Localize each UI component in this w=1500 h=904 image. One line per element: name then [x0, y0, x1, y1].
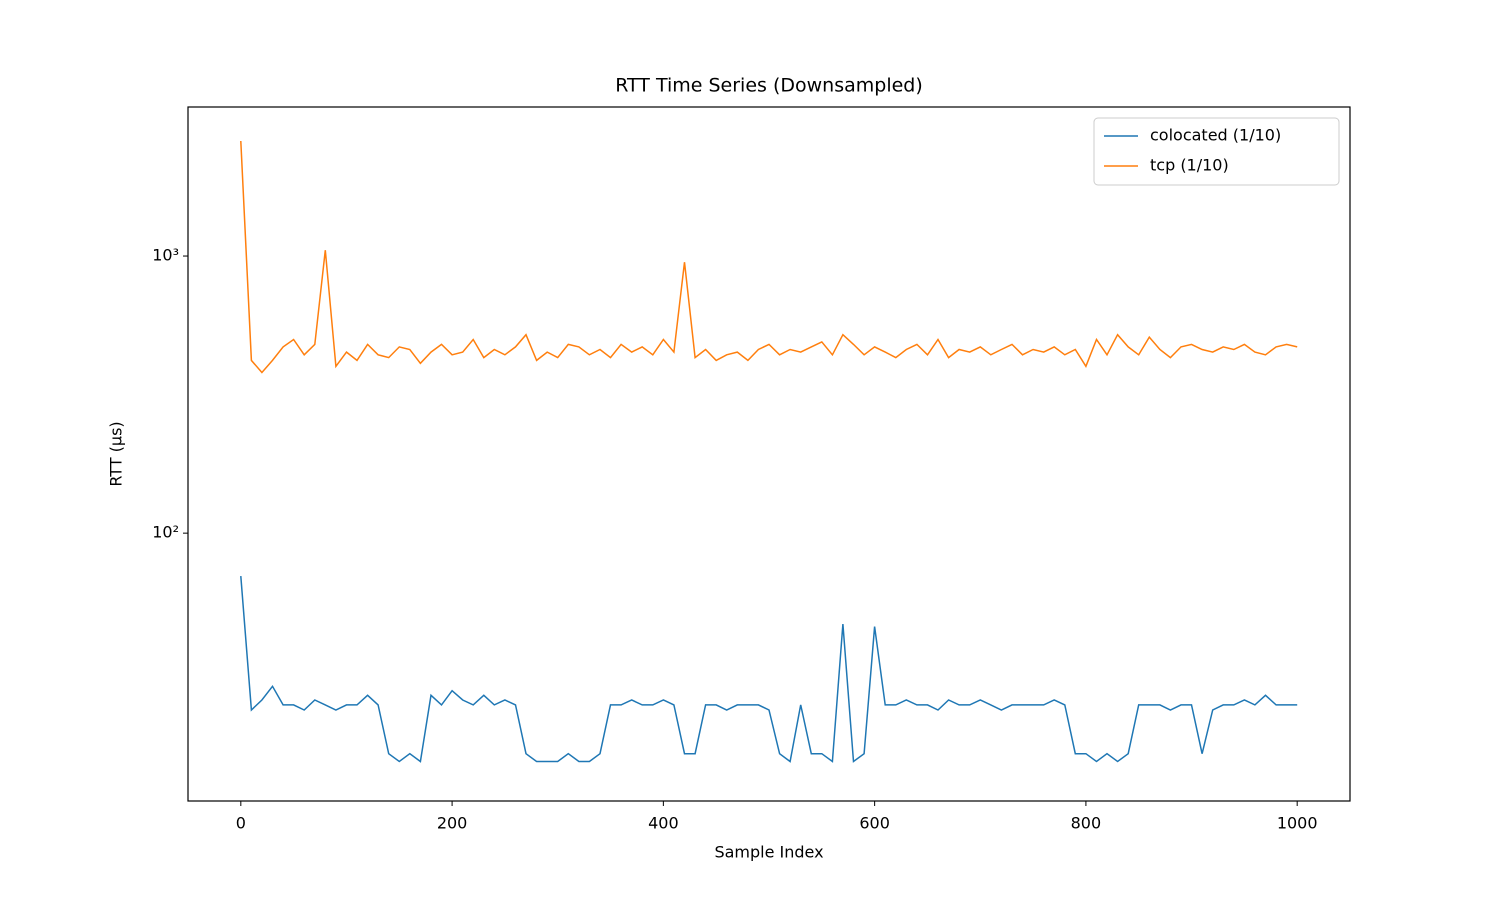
legend-label: colocated (1/10)	[1150, 126, 1281, 145]
y-axis-label: RTT (µs)	[107, 421, 126, 486]
chart-title: RTT Time Series (Downsampled)	[615, 75, 923, 97]
y-tick-label: 10³	[152, 246, 179, 265]
x-tick-label: 1000	[1277, 814, 1318, 833]
x-axis-label: Sample Index	[714, 843, 823, 862]
data-line	[240, 576, 1298, 763]
legend-label: tcp (1/10)	[1150, 156, 1229, 175]
data-line	[240, 140, 1298, 374]
x-tick-label: 400	[648, 814, 679, 833]
x-tick-label: 0	[236, 814, 246, 833]
y-tick-label: 10²	[152, 523, 179, 542]
x-tick-label: 200	[437, 814, 468, 833]
x-tick-label: 800	[1071, 814, 1102, 833]
x-tick-label: 600	[859, 814, 890, 833]
legend-box	[1093, 117, 1340, 186]
plot-frame	[187, 106, 1351, 802]
